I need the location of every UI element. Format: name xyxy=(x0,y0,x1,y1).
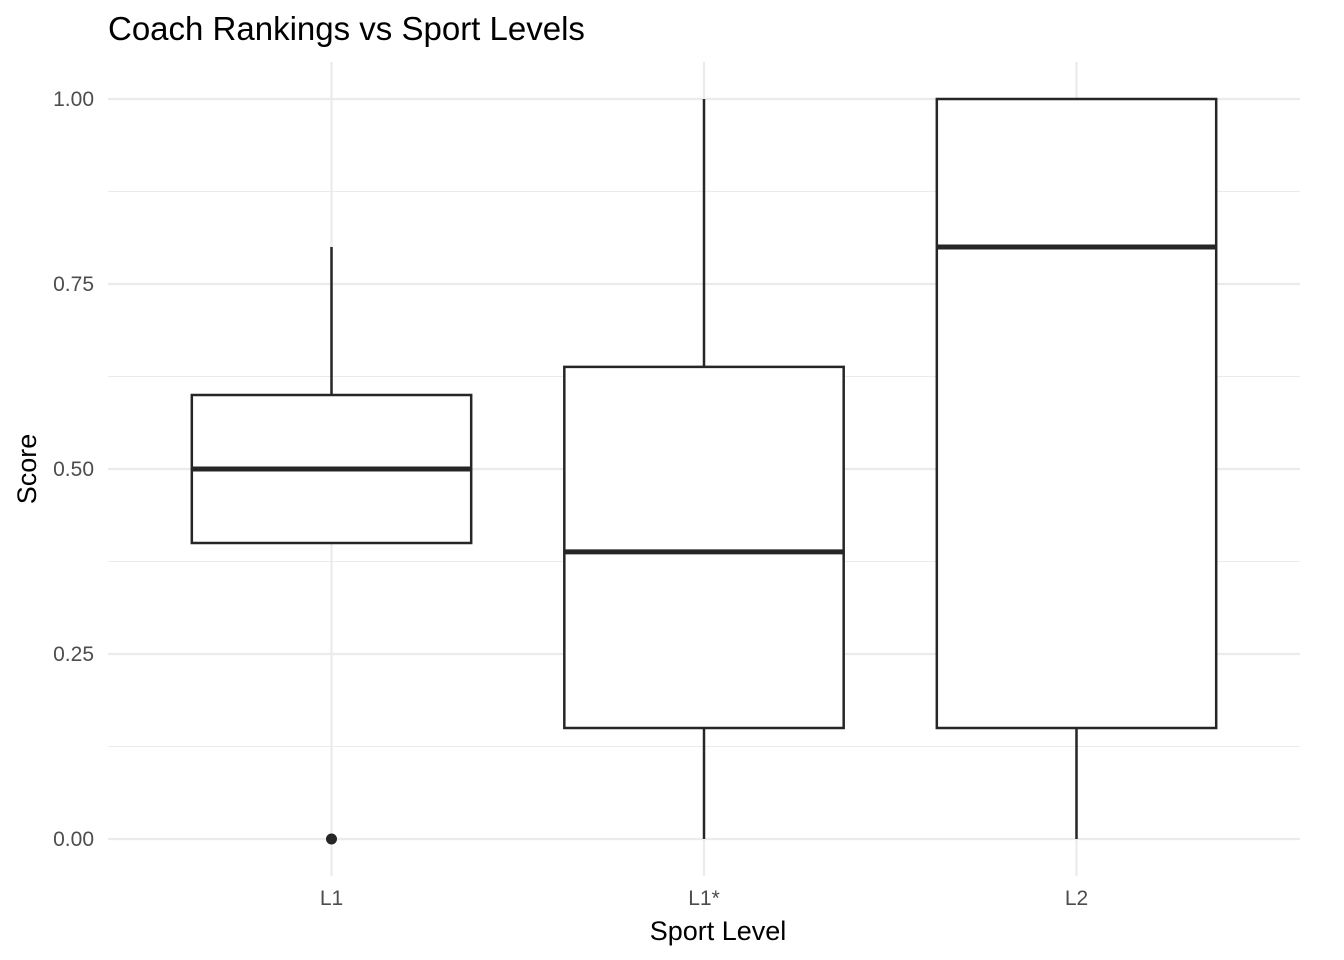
y-tick-label: 0.25 xyxy=(53,643,94,666)
y-axis-title: Score xyxy=(12,434,42,505)
box-iqr xyxy=(563,365,845,730)
x-axis-ticks: L1 L1* L2 xyxy=(320,887,1088,910)
x-tick-label: L1 xyxy=(320,887,343,910)
box-L2 xyxy=(935,97,1218,839)
outlier-point xyxy=(326,833,337,845)
x-axis-title: Sport Level xyxy=(650,916,787,946)
y-tick-label: 0.75 xyxy=(53,273,94,296)
chart-title: Coach Rankings vs Sport Levels xyxy=(108,10,585,47)
box-L1 xyxy=(190,247,473,845)
y-tick-label: 0.00 xyxy=(53,828,94,851)
y-tick-label: 0.50 xyxy=(53,458,94,481)
box-iqr xyxy=(935,97,1218,730)
y-axis-ticks: 0.00 0.25 0.50 0.75 1.00 xyxy=(53,88,94,851)
x-tick-label: L2 xyxy=(1065,887,1088,910)
box-L1* xyxy=(563,99,845,839)
x-tick-label: L1* xyxy=(688,887,720,910)
y-tick-label: 1.00 xyxy=(53,88,94,111)
boxes-layer xyxy=(190,97,1218,845)
